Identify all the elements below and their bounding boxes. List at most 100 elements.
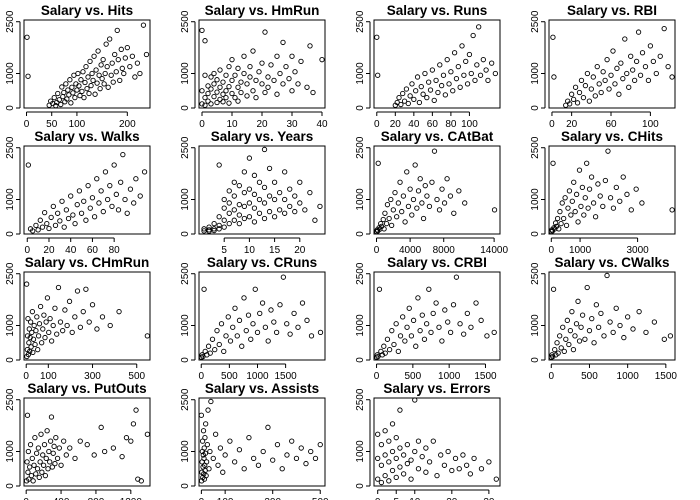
data-point (576, 338, 583, 344)
data-point (115, 57, 121, 63)
data-point (92, 91, 98, 97)
data-point (375, 476, 381, 482)
data-point (284, 321, 290, 327)
data-point (67, 445, 73, 451)
data-point (480, 57, 486, 63)
data-point (622, 36, 628, 42)
y-tick-label: 0 (5, 231, 16, 237)
data-point (424, 321, 430, 327)
data-point (236, 447, 243, 453)
data-point (422, 183, 428, 189)
data-point (57, 319, 64, 325)
data-point (570, 346, 577, 353)
data-point (643, 329, 649, 336)
data-point (400, 90, 406, 97)
data-point (637, 72, 644, 78)
data-point (478, 466, 485, 472)
data-point (292, 208, 298, 215)
data-point (56, 445, 62, 451)
data-point (308, 333, 315, 339)
data-point (292, 69, 298, 75)
data-point (96, 200, 102, 206)
data-point (551, 225, 557, 231)
data-point (431, 97, 437, 104)
y-tick-label: 2500 (530, 10, 541, 33)
data-point (76, 188, 83, 194)
data-point (231, 207, 237, 213)
data-point (597, 193, 603, 199)
data-point (199, 27, 205, 34)
y-tick-label: 2500 (530, 262, 541, 285)
data-point (386, 459, 392, 465)
data-point (380, 216, 386, 223)
data-point (462, 200, 468, 206)
x-tick-label: 0 (199, 119, 205, 130)
data-point (661, 336, 667, 342)
data-point (303, 460, 309, 467)
data-point (616, 91, 622, 97)
data-point (393, 455, 399, 462)
data-point (51, 94, 57, 101)
data-point (30, 349, 36, 356)
data-point (53, 102, 59, 109)
data-point (24, 34, 30, 40)
data-point (28, 344, 34, 350)
data-point (417, 328, 423, 334)
data-point (61, 224, 67, 230)
data-point (576, 89, 583, 96)
data-point (408, 476, 414, 482)
data-point (271, 196, 278, 203)
data-point (445, 319, 451, 325)
data-point (375, 72, 381, 78)
data-point (74, 288, 81, 294)
data-point (91, 214, 98, 220)
data-point (216, 162, 222, 168)
data-point (378, 441, 385, 448)
data-point (57, 218, 63, 224)
data-point (265, 74, 271, 80)
x-tick-label: 500 (312, 497, 329, 500)
data-point (423, 469, 429, 475)
data-point (241, 295, 247, 301)
data-point (477, 72, 484, 78)
data-point (554, 215, 561, 222)
data-point (90, 77, 96, 84)
data-point (84, 86, 90, 92)
data-point (241, 169, 248, 175)
data-point (46, 329, 52, 336)
x-tick-label: 0 (24, 119, 30, 130)
data-point (52, 222, 59, 229)
data-point (201, 445, 207, 451)
data-point (91, 53, 97, 59)
data-point (565, 205, 571, 211)
data-point (592, 93, 598, 99)
data-point (64, 96, 70, 102)
data-point (85, 74, 91, 80)
data-point (216, 214, 222, 220)
data-point (203, 459, 210, 465)
x-tick-label: 100 (69, 119, 86, 130)
data-point (271, 319, 277, 325)
data-point (235, 98, 241, 104)
data-point (45, 466, 51, 472)
x-tick-label: 0 (549, 245, 555, 256)
x-tick-label: 300 (264, 497, 281, 500)
data-point (256, 210, 263, 216)
data-point (304, 84, 310, 90)
data-point (236, 220, 242, 227)
data-point (639, 200, 645, 206)
data-point (127, 63, 133, 70)
data-point (204, 441, 210, 448)
data-point (486, 459, 492, 465)
data-point (575, 298, 581, 304)
data-point (199, 438, 206, 444)
data-point (282, 210, 288, 216)
data-point (33, 222, 39, 229)
y-tick-label: 1000 (5, 314, 16, 337)
scatter-panel: Salary vs. CHmRun 0 100 300 500 0 1000 2500 (5, 255, 151, 382)
data-point (438, 452, 444, 458)
scatter-panel: Salary vs. Walks 0 20 40 60 80 0 1000 2500 (5, 129, 151, 256)
data-point (236, 183, 242, 189)
data-point (48, 414, 55, 420)
